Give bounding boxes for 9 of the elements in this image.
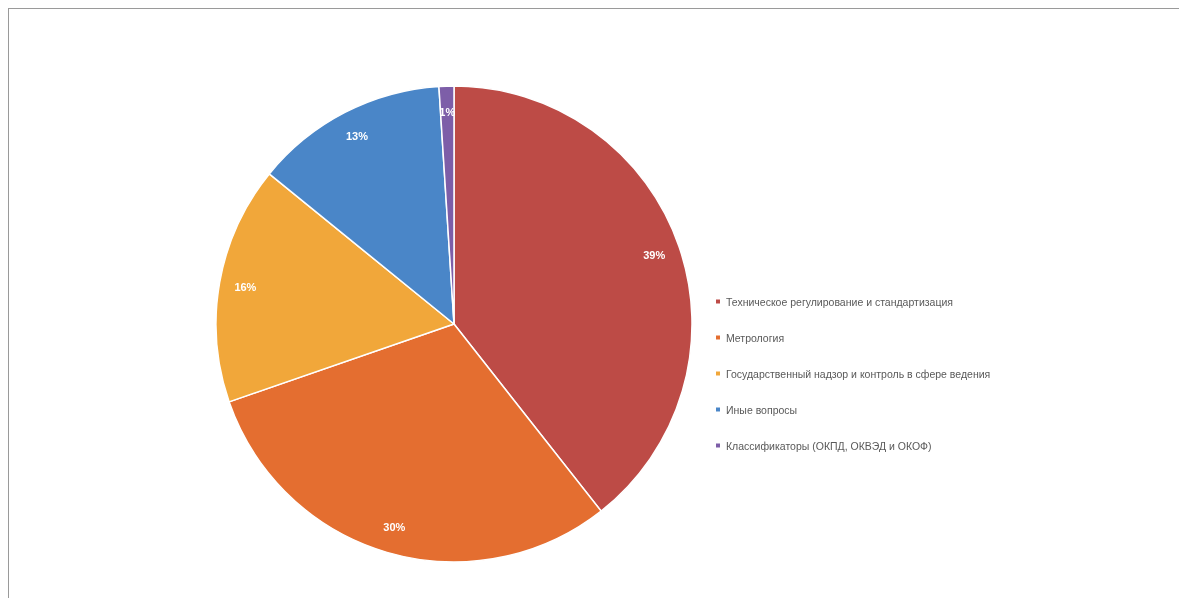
legend-label: Метрология [726,331,785,344]
data-label: 39% [643,248,666,261]
legend-label: Классификаторы (ОКПД, ОКВЭД и ОКОФ) [726,439,932,452]
data-label: 30% [383,521,406,534]
data-label: 16% [234,281,257,294]
legend-label: Государственный надзор и контроль в сфере ведения [726,367,991,380]
legend-label: Иные вопросы [726,403,798,416]
data-label: 13% [345,129,369,142]
legend-label: Техническое регулирование и стандартизация [726,295,953,308]
